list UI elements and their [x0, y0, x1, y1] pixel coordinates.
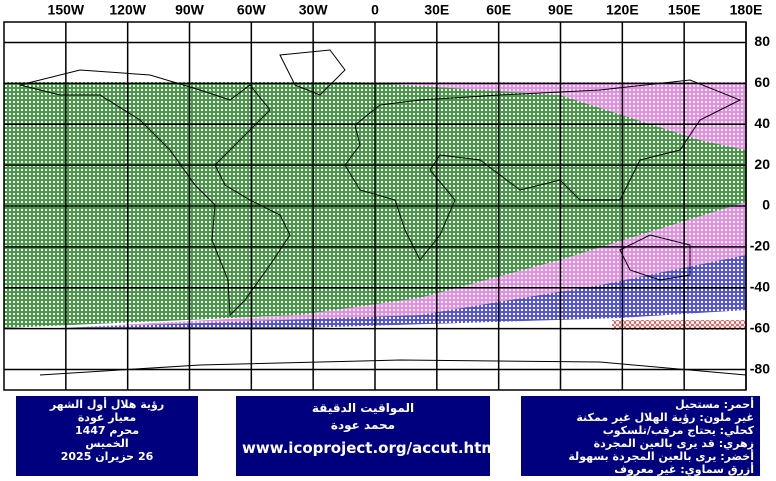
info-line: أحمر: مستحيل	[675, 398, 754, 411]
latitude-label: 40	[754, 115, 770, 131]
longitude-label: 30W	[299, 2, 329, 18]
info-line: المواقيت الدقيقة	[311, 401, 415, 415]
info-line: محمد عودة	[330, 418, 396, 432]
info-line: رؤية هلال أول الشهر	[49, 398, 165, 411]
info-line: محرم 1447	[74, 424, 140, 437]
coastlines	[19, 49, 747, 376]
latitude-label: 0	[762, 197, 770, 213]
latitude-label: 20	[754, 156, 770, 172]
longitude-label: 60W	[237, 2, 267, 18]
longitude-label: 90W	[175, 2, 205, 18]
latitude-label: 80	[754, 33, 770, 49]
info-line: الخميس	[85, 437, 129, 450]
longitude-label: 180E	[730, 2, 763, 18]
latitude-label: 60	[754, 74, 770, 90]
latitude-label: -40	[750, 278, 770, 294]
longitude-label: 120E	[606, 2, 639, 18]
info-line: أزرق سماوي: غير معروف	[614, 463, 754, 476]
visibility-map: 150W 120W 90W 60W 30W 0 30E 60E 90E 120E 150E 180E 8…	[3, 2, 770, 391]
longitude-label: 30E	[424, 2, 449, 18]
info-line: كحلي: يحتاج مرقب/تلسكوب	[602, 424, 754, 437]
zone-blue	[60, 255, 746, 328]
info-line: زهري: قد يرى بالعين المجردة	[593, 437, 754, 450]
info-line: 26 حزيران 2025	[60, 450, 154, 463]
longitude-label: 90E	[548, 2, 573, 18]
zone-pink	[60, 202, 746, 328]
info-line: غير ملون: رؤية الهلال غير ممكنة	[576, 411, 754, 424]
latitude-label: -60	[750, 319, 770, 335]
info-box-legend: أحمر: مستحيل غير ملون: رؤية الهلال غير مم…	[520, 395, 761, 477]
longitude-label: 150W	[48, 2, 85, 18]
info-box-credits: المواقيت الدقيقة محمد عودة www.icoproject.…	[235, 395, 503, 477]
info-box-title: رؤية هلال أول الشهر معيار عودة محرم 1447 ال…	[15, 395, 199, 477]
info-line: أخضر: يرى بالعين المجردة بسهولة	[568, 450, 754, 463]
zone-pink	[360, 82, 746, 150]
info-line: معيار عودة	[77, 411, 137, 424]
latitude-label: -80	[750, 360, 770, 376]
latitude-label: -20	[750, 238, 770, 254]
longitude-label: 60E	[486, 2, 511, 18]
longitude-label: 150E	[668, 2, 701, 18]
info-line: www.icoproject.org/accut.html	[242, 439, 503, 457]
longitude-label: 120W	[109, 2, 146, 18]
zone-red	[612, 320, 746, 330]
longitude-label: 0	[371, 2, 379, 18]
